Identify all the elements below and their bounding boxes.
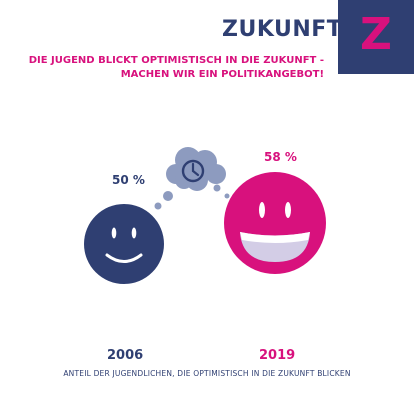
bubble-dot-medium <box>163 191 173 201</box>
year-label-2019: 2019 <box>259 348 296 363</box>
subtitle: DIE JUGEND BLICKT OPTIMISTISCH IN DIE ZU… <box>24 54 324 82</box>
badge-letter: Z <box>360 9 392 60</box>
bubble-dot-small <box>154 202 162 210</box>
clock-icon <box>181 159 205 183</box>
laughing-smiley-icon <box>224 172 326 274</box>
value-label-2006: 50 % <box>112 173 145 187</box>
neutral-smiley-icon <box>84 204 164 284</box>
subtitle-line-2: MACHEN WIR EIN POLITIKANGEBOT! <box>120 69 324 80</box>
topic-badge: Z <box>338 0 414 74</box>
caption: ANTEIL DER JUGENDLICHEN, DIE OPTIMISTISC… <box>63 369 351 378</box>
subtitle-line-1: DIE JUGEND BLICKT OPTIMISTISCH IN DIE ZU… <box>28 55 324 66</box>
bubble-dot-right-small <box>224 193 230 199</box>
year-label-2006: 2006 <box>107 348 144 363</box>
page-title: ZUKUNFT <box>222 17 343 42</box>
bubble-dot-right <box>213 184 221 192</box>
value-label-2019: 58 % <box>264 150 297 164</box>
thought-cloud <box>166 147 226 191</box>
